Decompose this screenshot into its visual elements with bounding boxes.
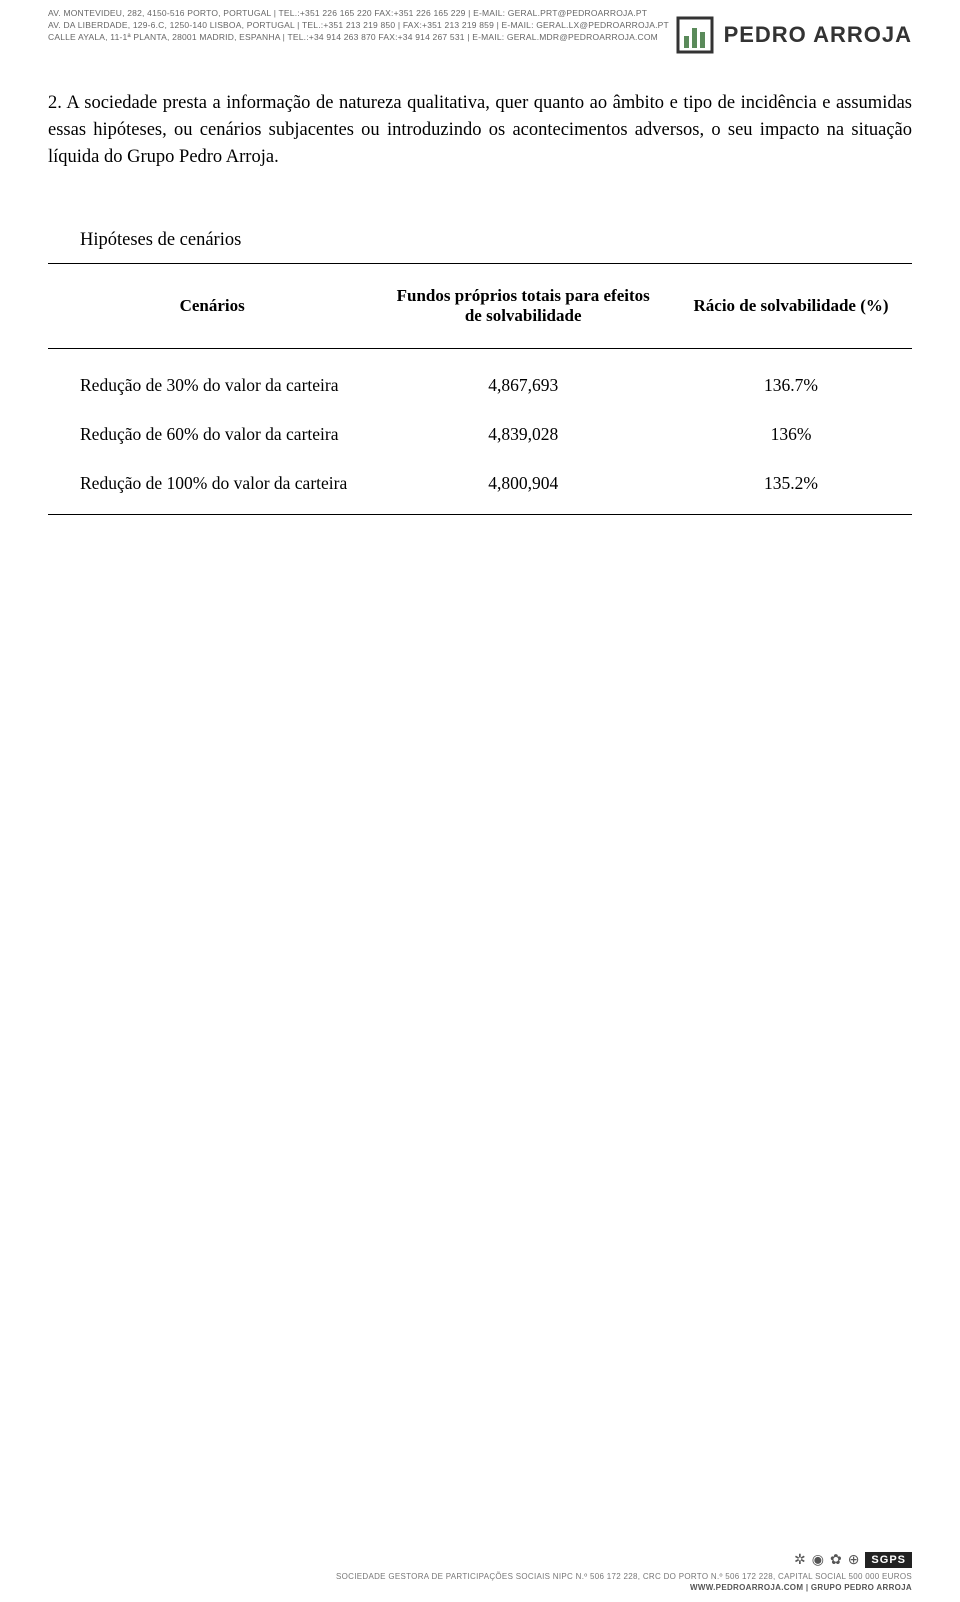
body-paragraph: 2. A sociedade presta a informação de na… xyxy=(48,90,912,170)
page-header: AV. MONTEVIDEU, 282, 4150-516 PORTO, POR… xyxy=(48,8,912,66)
table-cell: 135.2% xyxy=(670,459,912,515)
table-cell: Redução de 60% do valor da carteira xyxy=(48,410,376,459)
table-cell: 136% xyxy=(670,410,912,459)
table-cell: 136.7% xyxy=(670,349,912,411)
footer-url-line: WWW.PEDROARROJA.COM | GRUPO PEDRO ARROJA xyxy=(48,1583,912,1592)
page: AV. MONTEVIDEU, 282, 4150-516 PORTO, POR… xyxy=(0,0,960,1602)
table-cell: 4,867,693 xyxy=(376,349,670,411)
table-col-header: Fundos próprios totais para efeitos de s… xyxy=(376,264,670,349)
table-cell: Redução de 30% do valor da carteira xyxy=(48,349,376,411)
table-col-header: Cenários xyxy=(48,264,376,349)
flower-icon: ✿ xyxy=(830,1551,842,1568)
table-row: Redução de 60% do valor da carteira 4,83… xyxy=(48,410,912,459)
footer-icon-row: ✲ ◉ ✿ ⊕ SGPS xyxy=(48,1551,912,1568)
spiral-icon: ◉ xyxy=(812,1551,824,1568)
header-addresses: AV. MONTEVIDEU, 282, 4150-516 PORTO, POR… xyxy=(48,8,669,44)
sun-icon: ✲ xyxy=(794,1551,806,1568)
table-row: Redução de 100% do valor da carteira 4,8… xyxy=(48,459,912,515)
page-footer: ✲ ◉ ✿ ⊕ SGPS SOCIEDADE GESTORA DE PARTIC… xyxy=(48,1551,912,1592)
table-cell: Redução de 100% do valor da carteira xyxy=(48,459,376,515)
table-row: Redução de 30% do valor da carteira 4,86… xyxy=(48,349,912,411)
globe-icon: ⊕ xyxy=(848,1551,860,1568)
table-cell: 4,800,904 xyxy=(376,459,670,515)
table-cell: 4,839,028 xyxy=(376,410,670,459)
bar-chart-logo-icon xyxy=(676,16,714,54)
page-body: 2. A sociedade presta a informação de na… xyxy=(48,90,912,515)
table-title: Hipóteses de cenários xyxy=(80,230,912,251)
brand-logo-block: PEDRO ARROJA xyxy=(676,16,912,54)
table-header-row: Cenários Fundos próprios totais para efe… xyxy=(48,264,912,349)
brand-name: PEDRO ARROJA xyxy=(724,22,912,48)
sgps-badge: SGPS xyxy=(865,1552,912,1568)
footer-legal-line: SOCIEDADE GESTORA DE PARTICIPAÇÕES SOCIA… xyxy=(48,1572,912,1581)
table-col-header: Rácio de solvabilidade (%) xyxy=(670,264,912,349)
scenarios-table: Cenários Fundos próprios totais para efe… xyxy=(48,263,912,515)
scenarios-table-section: Hipóteses de cenários Cenários Fundos pr… xyxy=(48,230,912,515)
